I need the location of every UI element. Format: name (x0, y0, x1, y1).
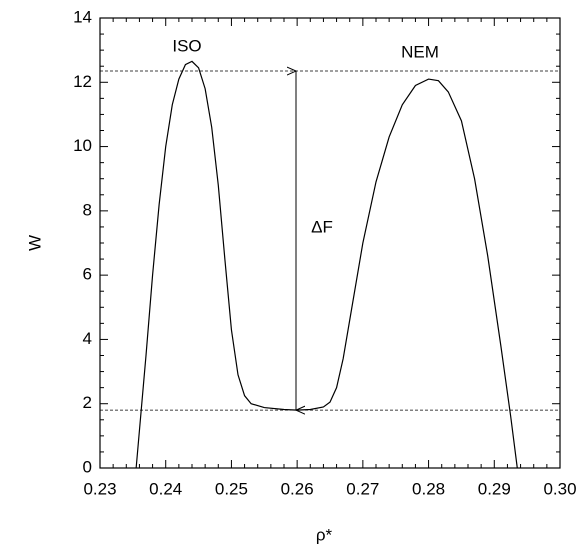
x-tick-label: 0.26 (281, 479, 314, 498)
y-axis-label: W (25, 235, 44, 251)
y-tick-label: 4 (83, 329, 92, 348)
y-tick-label: 6 (83, 265, 92, 284)
x-tick-label: 0.25 (215, 479, 248, 498)
y-tick-label: 0 (83, 457, 92, 476)
x-tick-label: 0.24 (149, 479, 182, 498)
y-tick-label: 8 (83, 200, 92, 219)
annotation: NEM (401, 42, 439, 61)
x-tick-label: 0.30 (543, 479, 576, 498)
y-tick-label: 14 (73, 7, 92, 26)
y-tick-label: 12 (73, 72, 92, 91)
x-axis-label: ρ* (316, 525, 333, 544)
y-tick-label: 10 (73, 136, 92, 155)
plot-frame (99, 17, 561, 469)
x-tick-label: 0.29 (478, 479, 511, 498)
annotation: ΔF (311, 217, 333, 236)
x-tick-label: 0.23 (83, 479, 116, 498)
data-line (135, 60, 518, 469)
x-tick-label: 0.27 (346, 479, 379, 498)
x-tick-label: 0.28 (412, 479, 445, 498)
annotation: ISO (172, 36, 201, 55)
y-tick-label: 2 (83, 393, 92, 412)
